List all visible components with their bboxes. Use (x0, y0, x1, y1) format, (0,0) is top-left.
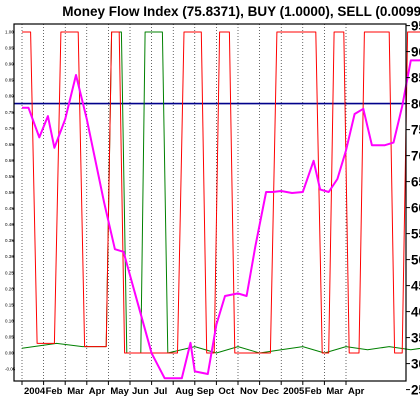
right-tick-label: 45 (411, 279, 420, 294)
left-tick-label: 0.40 (5, 222, 14, 227)
x-tick-label: Sep (197, 386, 215, 397)
left-tick-label: 0.60 (5, 158, 14, 163)
left-tick-label: 0.95 (5, 46, 14, 51)
left-tick-label: 0.25 (5, 270, 14, 275)
left-tick-label: 0.50 (5, 190, 14, 195)
left-tick-label: 0.35 (5, 238, 14, 243)
left-tick-label: 0.20 (5, 286, 14, 291)
x-tick-label: Oct (218, 386, 235, 397)
x-tick-label: Nov (240, 386, 259, 397)
right-tick-label: 30 (411, 357, 420, 372)
left-tick-label: 0.80 (5, 94, 14, 99)
series-lines (21, 31, 420, 380)
right-tick-label: 50 (411, 253, 420, 268)
x-tick-label: Dec (262, 386, 279, 397)
left-tick-label: 0.65 (5, 142, 14, 147)
right-tick-label: 70 (411, 149, 420, 164)
x-tick-label: Feb (46, 386, 63, 397)
right-tick-label: 80 (411, 97, 420, 112)
right-tick-label: 60 (411, 201, 420, 216)
x-tick-label: Aug (175, 386, 194, 397)
left-tick-label: 0.30 (5, 254, 14, 259)
right-tick-label: 85 (411, 71, 420, 86)
left-tick-label: 0.10 (5, 318, 14, 323)
x-axis: 2004 Feb Mar Apr May Jun Jul Aug Sep Oct Nov Dec 200… (21, 381, 365, 397)
right-axis: 25 30 35 40 45 50 55 60 65 70 75 80 85 90 95 (406, 19, 420, 398)
right-tick-label: 95 (411, 19, 420, 34)
chart-title: Money Flow Index (75.8371), BUY (1.0000)… (62, 4, 420, 19)
series-line (22, 59, 420, 380)
right-tick-label: 40 (411, 305, 420, 320)
left-tick-label: 0.75 (5, 110, 14, 115)
x-tick-label: Feb (305, 386, 322, 397)
x-tick-label: Jun (132, 386, 149, 397)
left-axis: -0.05 0.00 0.05 0.10 0.15 0.20 0.25 0.30 0.35 0.4… (5, 30, 16, 372)
x-tick-label: Jul (154, 386, 168, 397)
right-tick-label: 75 (411, 123, 420, 138)
right-tick-label: 90 (411, 45, 420, 60)
right-tick-label: 65 (411, 175, 420, 190)
left-tick-label: 0.70 (5, 126, 14, 131)
vertical-grid-lines (21, 24, 347, 381)
right-tick-label: 55 (411, 227, 420, 242)
plot-frame (13, 23, 407, 382)
left-tick-label: 0.90 (5, 62, 14, 67)
left-tick-label: 0.00 (5, 351, 14, 356)
right-tick-label: 35 (411, 331, 420, 346)
x-tick-label: Mar (67, 386, 84, 397)
x-tick-label: Mar (326, 386, 343, 397)
x-tick-label: 2004 (24, 386, 46, 397)
x-tick-label: 2005 (283, 386, 305, 397)
x-tick-label: Apr (348, 386, 365, 397)
left-tick-label: 0.55 (5, 174, 14, 179)
left-tick-label: 1.00 (5, 30, 14, 35)
left-tick-label: -0.05 (5, 367, 16, 372)
x-tick-label: May (110, 386, 129, 397)
left-tick-label: 0.45 (5, 206, 14, 211)
left-tick-label: 0.15 (5, 302, 14, 307)
x-tick-label: Apr (89, 386, 106, 397)
left-tick-label: 0.05 (5, 334, 14, 339)
series-line (22, 31, 420, 354)
right-tick-label: 25 (411, 383, 420, 398)
left-tick-label: 0.85 (5, 78, 14, 83)
